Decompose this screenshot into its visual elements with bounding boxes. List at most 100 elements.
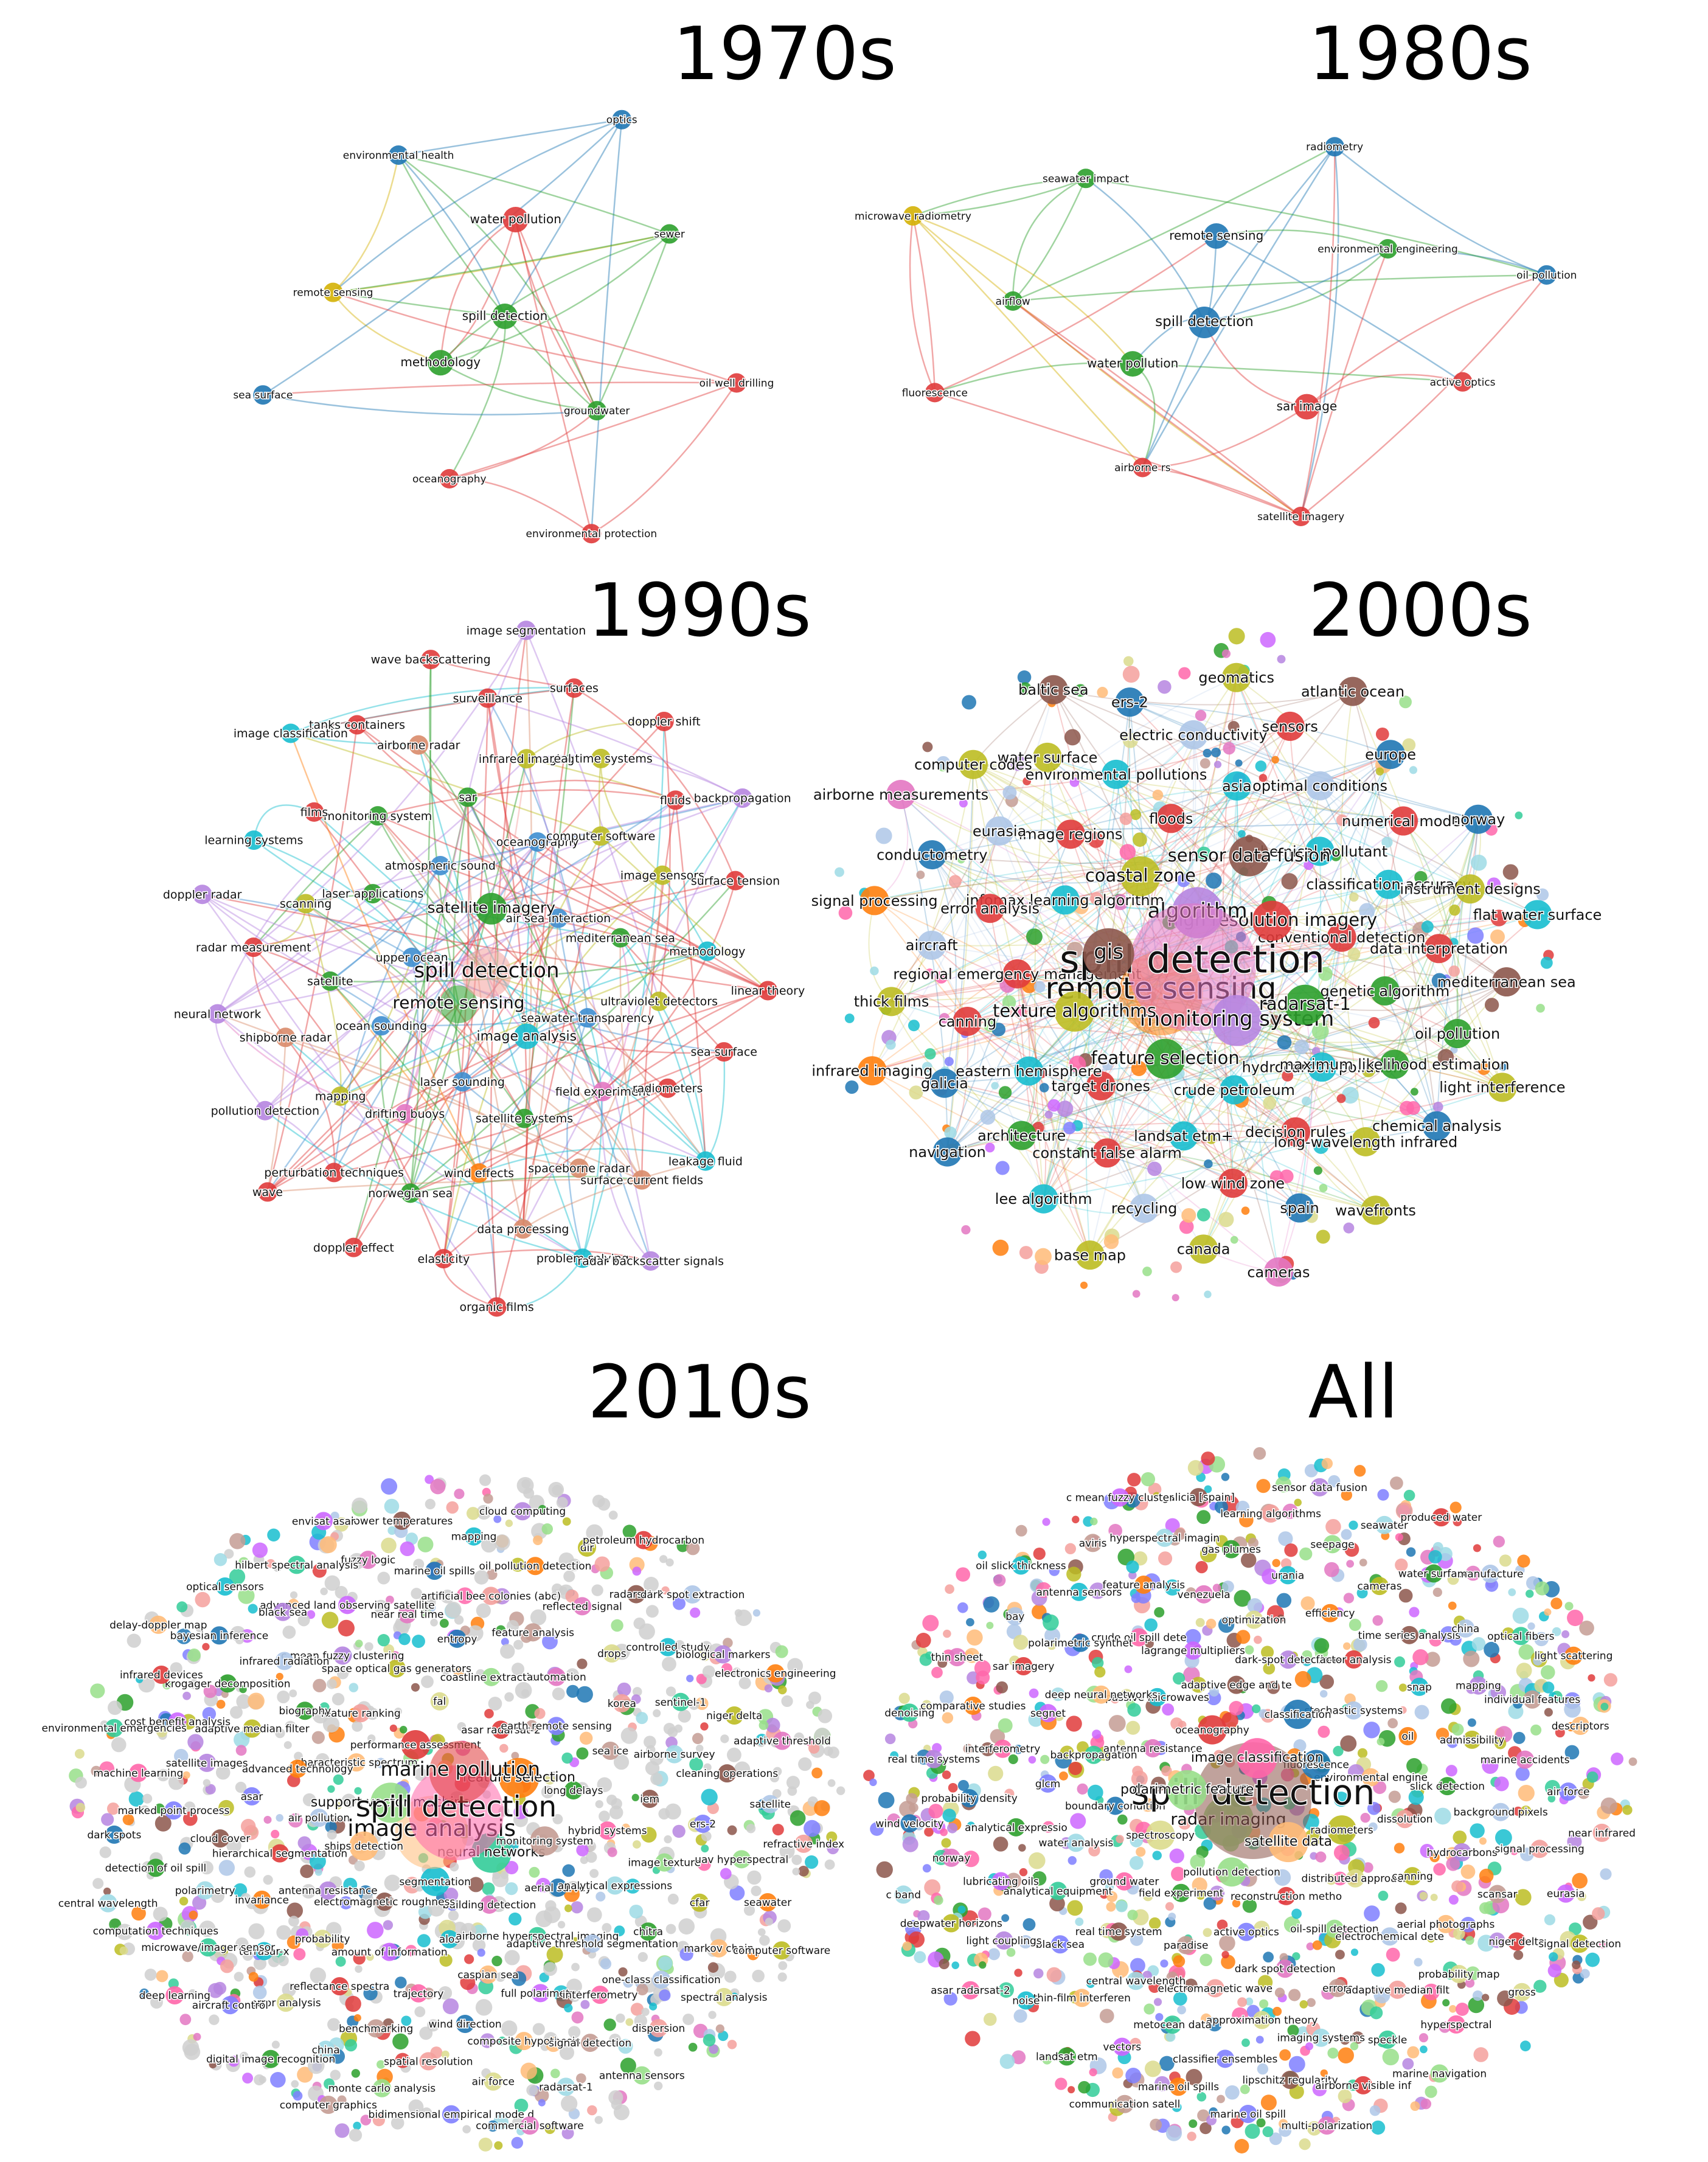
keyword-node <box>499 1757 540 1798</box>
keyword-dot <box>1564 1701 1581 1718</box>
keyword-node <box>243 1719 262 1738</box>
keyword-dot <box>1091 1656 1104 1669</box>
keyword-dot <box>1333 1871 1347 1886</box>
keyword-dot <box>947 1823 958 1834</box>
keyword-dot <box>995 1161 1010 1175</box>
keyword-dot <box>1371 1963 1385 1977</box>
keyword-dot <box>1033 1547 1046 1560</box>
keyword-label: radiometry <box>1306 141 1363 153</box>
keyword-dot <box>757 1928 766 1936</box>
keyword-node <box>1305 771 1335 801</box>
keyword-dot <box>1315 1851 1327 1863</box>
keyword-dot <box>1446 1857 1460 1871</box>
keyword-label: surveillance <box>453 692 522 705</box>
keyword-dot <box>576 2073 586 2084</box>
keyword-label: landsat etm <box>1036 2051 1098 2063</box>
cooccurrence-link <box>202 894 588 1019</box>
keyword-node <box>255 1942 274 1961</box>
keyword-dot <box>556 1496 568 1509</box>
keyword-dot <box>996 1681 1008 1694</box>
keyword-label: computer software <box>546 830 655 843</box>
keyword-label: refractive index <box>763 1838 844 1851</box>
keyword-dot <box>985 1142 995 1153</box>
keyword-dot <box>580 1856 588 1865</box>
cooccurrence-link <box>1216 235 1463 383</box>
cooccurrence-link <box>448 316 506 479</box>
keyword-dot <box>674 1724 683 1733</box>
keyword-dot <box>464 1954 474 1964</box>
cooccurrence-link <box>1457 819 1479 1034</box>
keyword-label: marine oil spills <box>1138 2081 1219 2093</box>
keyword-dot <box>1148 1917 1161 1930</box>
keyword-dot <box>551 1589 561 1599</box>
keyword-label: canning <box>939 1013 996 1030</box>
cooccurrence-link <box>1319 785 1471 890</box>
keyword-dot <box>765 1717 780 1733</box>
keyword-label: real time systems <box>887 1754 980 1766</box>
keyword-node <box>1378 2030 1397 2049</box>
keyword-dot <box>1427 1934 1435 1943</box>
keyword-dot <box>235 1937 249 1951</box>
keyword-dot <box>1260 631 1276 648</box>
keyword-node <box>491 1720 510 1739</box>
keyword-dot <box>752 1609 761 1617</box>
keyword-dot <box>1209 1686 1220 1697</box>
keyword-dot <box>1324 1562 1339 1577</box>
keyword-dot <box>1278 1531 1293 1546</box>
keyword-dot <box>510 1557 525 1572</box>
keyword-dot <box>353 1952 366 1965</box>
keyword-dot <box>909 1085 923 1100</box>
keyword-node <box>448 1629 467 1648</box>
keyword-dot <box>884 1733 896 1745</box>
keyword-label: marine oil spill <box>1210 2108 1286 2121</box>
keyword-dot <box>505 1882 518 1896</box>
cooccurrence-link <box>253 804 314 841</box>
keyword-label: sea surface <box>690 1046 757 1059</box>
keyword-dot <box>286 1935 301 1949</box>
keyword-node <box>1463 804 1493 834</box>
keyword-label: amount of information <box>332 1947 448 1959</box>
keyword-label: black sea <box>259 1607 307 1619</box>
keyword-dot <box>1572 1872 1588 1889</box>
keyword-dot <box>1302 1650 1313 1661</box>
keyword-dot <box>377 1571 391 1585</box>
cooccurrence-link <box>1129 701 1479 820</box>
keyword-dot <box>1199 1545 1217 1563</box>
keyword-node <box>392 1511 411 1530</box>
keyword-label: tanks containers <box>309 718 405 732</box>
keyword-node <box>727 373 747 393</box>
keyword-label: gis <box>1094 940 1123 964</box>
keyword-label: neural network <box>174 1007 262 1021</box>
keyword-label: electrochemical dete <box>1335 1931 1444 1943</box>
keyword-node <box>482 1587 501 1605</box>
keyword-dot <box>1408 1789 1424 1805</box>
keyword-label: laser applications <box>322 888 423 901</box>
keyword-label: detection of oil spill <box>105 1862 207 1874</box>
keyword-dot <box>136 1675 144 1683</box>
keyword-dot <box>224 1549 234 1559</box>
keyword-dot <box>1412 1649 1429 1666</box>
keyword-label: airborne hyperspectral imaging <box>456 1931 619 1943</box>
keyword-node <box>1453 372 1473 392</box>
keyword-node <box>319 2095 338 2114</box>
keyword-node <box>959 749 988 779</box>
keyword-label: hyperspectral <box>1420 2019 1491 2031</box>
keyword-label: slick detection <box>1410 1781 1485 1793</box>
keyword-node <box>1167 1770 1207 1810</box>
keyword-label: active optics <box>1430 377 1496 389</box>
keyword-dot <box>781 1695 793 1708</box>
keyword-dot <box>361 1893 373 1905</box>
keyword-label: polarimetric synthet <box>1028 1638 1133 1650</box>
keyword-node <box>1155 1528 1174 1547</box>
keyword-dot <box>1434 1807 1451 1825</box>
keyword-dot <box>1235 759 1243 767</box>
keyword-dot <box>1022 777 1032 786</box>
cooccurrence-link <box>1043 876 1141 1199</box>
keyword-dot <box>644 1577 659 1592</box>
keyword-dot <box>1317 1725 1330 1738</box>
keyword-dot <box>1241 1206 1250 1215</box>
keyword-dot <box>1536 1004 1545 1013</box>
keyword-label: architecture <box>977 1127 1066 1144</box>
keyword-dot <box>1199 2122 1212 2135</box>
